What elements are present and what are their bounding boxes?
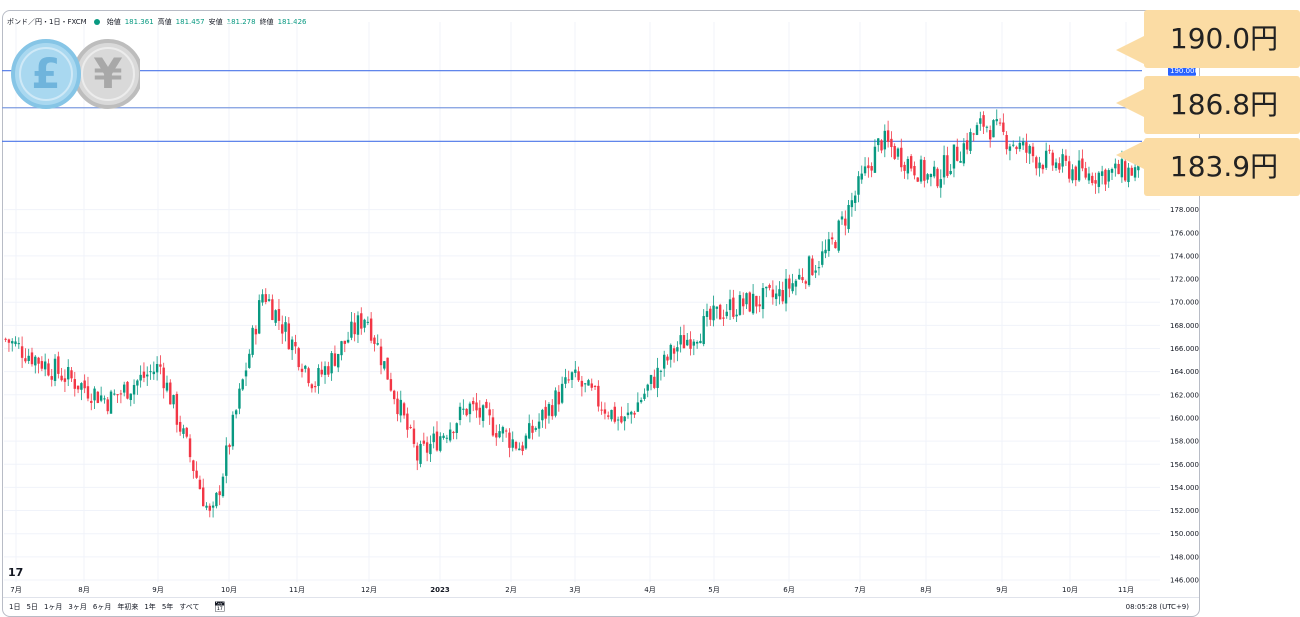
- calendar-icon[interactable]: 📅︎: [213, 601, 227, 613]
- market-status-icon: [93, 19, 100, 25]
- callout-186-8: 186.8円: [1144, 76, 1300, 134]
- symbol-legend[interactable]: ポンド／円・1日・FXCM 始値 181.361 高値 181.457 安値 181.…: [7, 15, 307, 29]
- callout-186-8-pointer: [1116, 88, 1146, 118]
- range-6m[interactable]: 6ヶ月: [92, 603, 112, 611]
- callout-183-9-label: 183.9円: [1169, 150, 1279, 183]
- low-label: 安値: [208, 18, 223, 26]
- range-toolbar: 1日 5日 1ヶ月 3ヶ月 6ヶ月 年初来 1年 5年 すべて 📅︎ 08:05…: [3, 597, 1199, 616]
- close-label: 終値: [259, 18, 274, 26]
- range-ytd[interactable]: 年初来: [117, 603, 139, 611]
- range-5d[interactable]: 5日: [26, 603, 38, 611]
- chart-frame: ポンド／円・1日・FXCM 始値 181.361 高値 181.457 安値 181.…: [2, 10, 1200, 617]
- pound-yen-logo: ¥ £: [11, 39, 140, 109]
- pound-coin-icon: [11, 39, 81, 109]
- high-value: 181.457: [175, 18, 205, 26]
- callout-183-9-pointer: [1116, 140, 1146, 170]
- pound-symbol: £: [31, 49, 60, 98]
- callout-186-8-label: 186.8円: [1169, 88, 1279, 121]
- range-5y[interactable]: 5年: [161, 603, 174, 611]
- callout-190-label: 190.0円: [1169, 22, 1279, 55]
- callout-190-pointer: [1116, 35, 1146, 65]
- open-label: 始値: [106, 18, 121, 26]
- range-1d[interactable]: 1日: [9, 603, 21, 611]
- open-value: 181.361: [124, 18, 154, 26]
- range-3m[interactable]: 3ヶ月: [68, 603, 87, 611]
- range-1m[interactable]: 1ヶ月: [43, 603, 63, 611]
- symbol-label[interactable]: ポンド／円・1日・FXCM: [7, 18, 87, 26]
- high-label: 高値: [157, 18, 172, 26]
- close-value: 181.426: [277, 18, 307, 26]
- clock: 08:05:28 (UTC+9): [1125, 603, 1189, 611]
- low-value: 181.278: [226, 18, 256, 26]
- callout-190: 190.0円: [1144, 10, 1300, 68]
- range-all[interactable]: すべて: [179, 603, 200, 611]
- range-1y[interactable]: 1年: [144, 603, 156, 611]
- callout-183-9: 183.9円: [1144, 138, 1300, 196]
- yen-symbol: ¥: [93, 49, 122, 98]
